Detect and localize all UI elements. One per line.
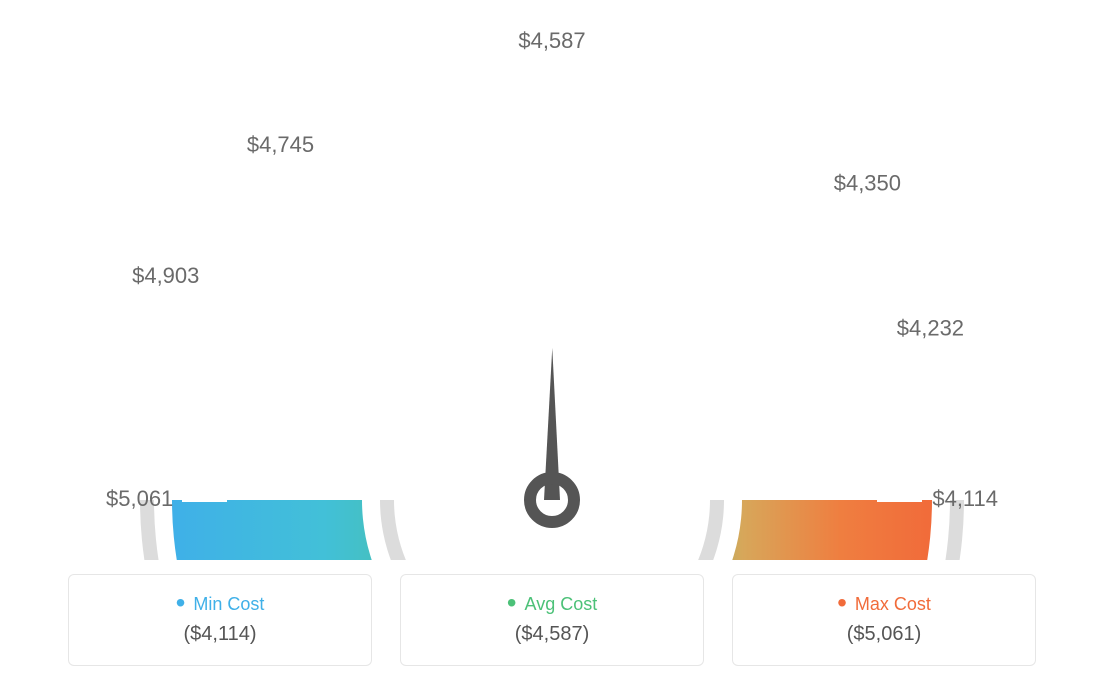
gauge-svg: $4,114 $4,232 $4,350 $4,587 $4,745 $4,903 $5,0… [0, 0, 1104, 560]
gauge-minor-tick [210, 358, 238, 369]
gauge-minor-tick [367, 180, 382, 206]
gauge-minor-tick [759, 206, 777, 230]
legend-card-max: Max Cost ($5,061) [732, 574, 1036, 666]
gauge-major-tick [782, 238, 814, 270]
gauge-major-tick [232, 315, 271, 338]
gauge-tick-label: $4,350 [834, 171, 901, 196]
gauge-tick-label: $4,114 [932, 486, 998, 511]
gauge-tick-label: $4,903 [132, 263, 199, 288]
gauge-minor-tick [185, 452, 215, 456]
gauge-minor-tick [596, 133, 600, 163]
legend-min-title: Min Cost [176, 594, 265, 615]
gauge-minor-tick [258, 275, 282, 293]
legend-row: Min Cost ($4,114) Avg Cost ($4,587) Max … [0, 574, 1104, 666]
gauge-inner-ring [380, 500, 724, 560]
legend-min-value: ($4,114) [183, 623, 256, 646]
gauge-tick-label: $4,745 [247, 132, 314, 157]
legend-card-min: Min Cost ($4,114) [68, 574, 372, 666]
gauge-minor-tick [880, 404, 909, 412]
gauge-minor-tick [822, 275, 846, 293]
gauge-tick-label: $4,587 [518, 28, 585, 53]
gauge-minor-tick [195, 404, 224, 412]
gauge-tick-label: $4,232 [897, 315, 964, 340]
gauge-major-tick [327, 206, 354, 242]
legend-max-value: ($5,061) [847, 623, 922, 646]
gauge-major-tick [852, 358, 894, 375]
gauge-arc [172, 500, 932, 560]
gauge-minor-tick [889, 452, 919, 456]
gauge-minor-tick [640, 143, 648, 172]
legend-max-title: Max Cost [837, 594, 931, 615]
legend-avg-value: ($4,587) [515, 623, 590, 646]
gauge-minor-tick [504, 133, 508, 163]
legend-card-avg: Avg Cost ($4,587) [400, 574, 704, 666]
gauge-minor-tick [722, 180, 737, 206]
gauge-minor-tick [290, 238, 311, 259]
gauge-minor-tick [456, 143, 464, 172]
gauge-minor-tick [682, 158, 693, 186]
gauge-chart: $4,114 $4,232 $4,350 $4,587 $4,745 $4,903 $5,0… [0, 0, 1104, 560]
legend-avg-title: Avg Cost [507, 594, 598, 615]
gauge-minor-tick [846, 315, 872, 330]
gauge-tick-label: $5,061 [106, 486, 173, 511]
gauge-minor-tick [410, 158, 421, 186]
